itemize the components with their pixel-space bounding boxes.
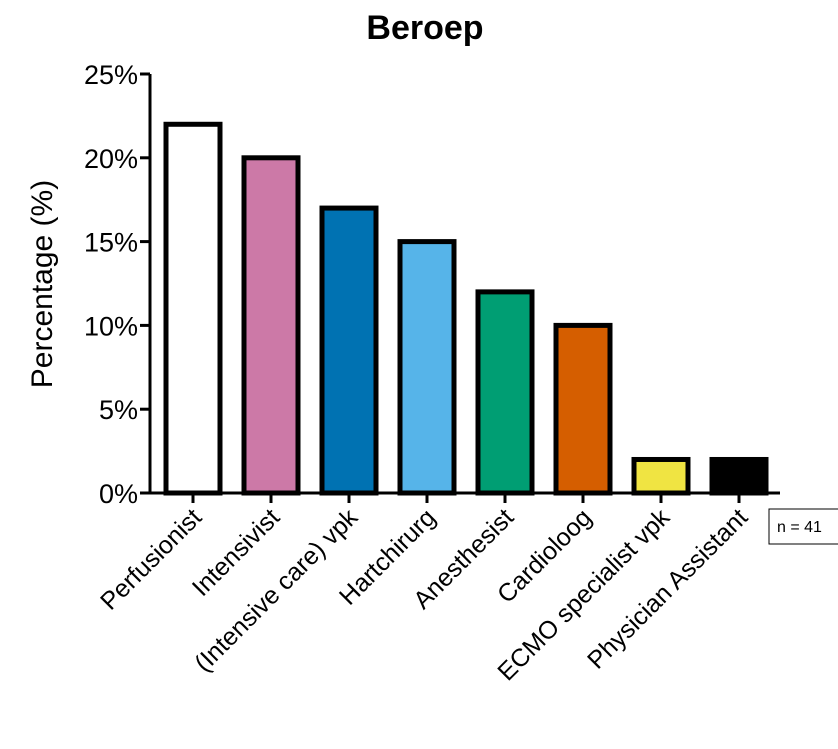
sample-size-box: n = 41 (768, 508, 838, 545)
y-tick-label: 15% (84, 228, 138, 258)
bar-physician-assistant (709, 456, 769, 496)
y-tick-label: 25% (84, 60, 138, 90)
bars (163, 121, 769, 496)
sample-size-label: n = 41 (777, 519, 822, 536)
bar-intensive-care-vpk (319, 205, 379, 496)
y-axis-ticks: 0% 5% 10% 15% 20% 25% (84, 60, 150, 509)
x-tick-label: Perfusionist (95, 503, 207, 615)
y-tick-label: 20% (84, 144, 138, 174)
bar-anesthesist (475, 289, 535, 496)
x-axis-ticks (191, 493, 741, 503)
y-tick-label: 5% (99, 395, 138, 425)
y-tick-label: 10% (84, 311, 138, 341)
y-tick-label: 0% (99, 479, 138, 509)
bar-cardioloog (553, 322, 613, 496)
chart-title: Beroep (366, 9, 483, 47)
bar-ecmo-specialist-vpk (631, 456, 691, 496)
bar-hartchirurg (397, 239, 457, 496)
bar-perfusionist (163, 121, 223, 496)
bar-intensivist (241, 155, 301, 496)
y-axis-label: Percentage (%) (26, 180, 59, 388)
